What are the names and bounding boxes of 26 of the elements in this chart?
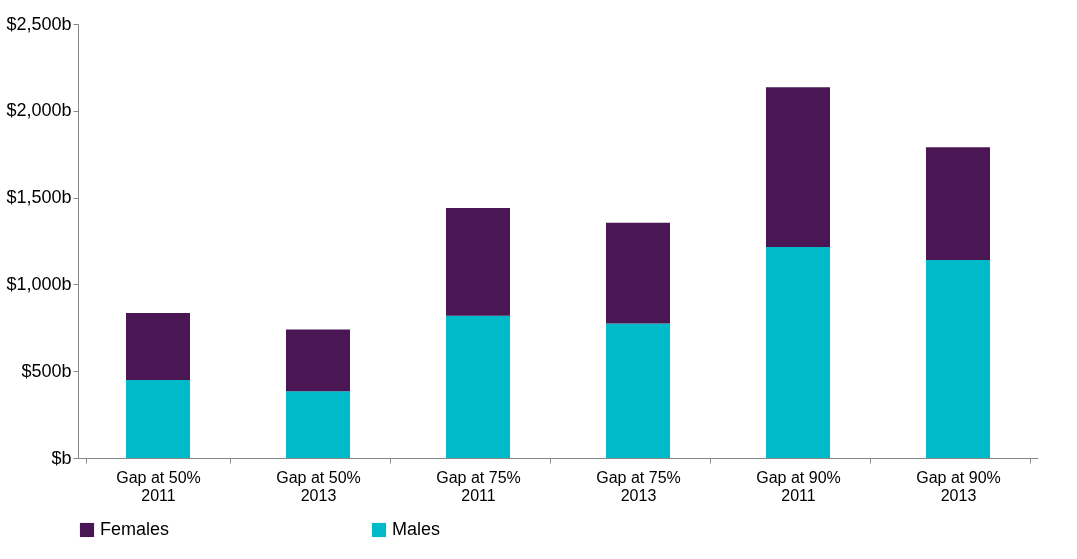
- bar: [606, 323, 670, 458]
- x-tick-label: Gap at 50% 2013: [276, 468, 361, 504]
- bar: [446, 315, 510, 458]
- bar: [926, 147, 990, 261]
- bar: [126, 379, 190, 458]
- bar: [286, 329, 350, 392]
- x-tick-label: Gap at 50% 2011: [116, 468, 201, 504]
- x-tick-label: Gap at 75% 2013: [596, 468, 681, 504]
- bar: [926, 260, 990, 458]
- y-tick-label: $2,000b: [6, 100, 72, 121]
- x-tick-label: Gap at 75% 2011: [436, 468, 521, 504]
- bar: [606, 222, 670, 324]
- legend-label: Females: [100, 519, 170, 539]
- x-tick-label: Gap at 90% 2011: [756, 468, 841, 504]
- bar: [286, 391, 350, 458]
- bar: [446, 208, 510, 316]
- y-tick-label: $1,000b: [6, 273, 72, 294]
- y-tick-label: $1,500b: [6, 187, 72, 208]
- y-tick-label: $b: [51, 447, 72, 468]
- y-tick-label: $500b: [21, 360, 72, 381]
- y-tick-label: $2,500b: [6, 13, 72, 34]
- x-tick-label: Gap at 90% 2013: [916, 468, 1001, 504]
- bar: [766, 247, 830, 458]
- bar: [126, 313, 190, 380]
- legend-label: Males: [392, 519, 441, 539]
- bar: [766, 87, 830, 248]
